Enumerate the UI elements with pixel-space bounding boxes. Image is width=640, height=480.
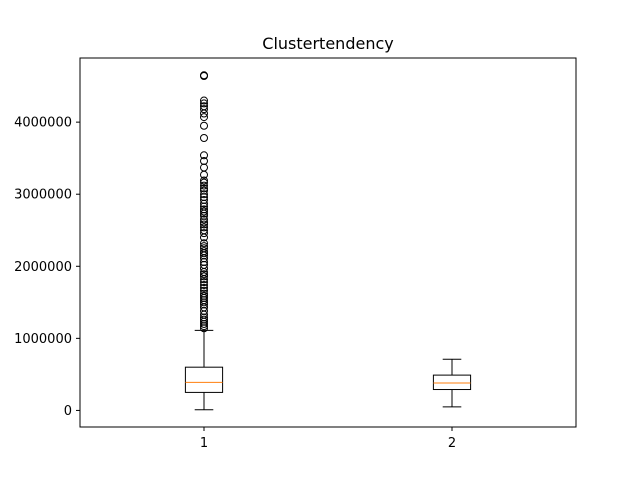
outlier-point (200, 286, 208, 295)
y-axis: 0 1000000 2000000 3000000 4000000 (14, 116, 80, 419)
outlier-point (200, 247, 208, 256)
outlier-point (200, 199, 208, 208)
outlier-point (200, 226, 208, 235)
outlier-point (200, 218, 208, 227)
y-tick-label: 2000000 (14, 260, 72, 275)
outlier-point (200, 184, 208, 193)
outlier-point (200, 151, 208, 160)
outlier-point (200, 215, 208, 224)
box-group-2 (432, 358, 472, 408)
y-tick-label: 3000000 (14, 188, 72, 203)
outlier-point (200, 239, 208, 248)
outlier-point (200, 264, 208, 273)
outlier-point (200, 71, 208, 80)
outlier-point (200, 281, 208, 290)
outlier-point (200, 306, 208, 315)
outlier-point (200, 190, 208, 199)
outlier-point (200, 181, 208, 190)
outlier-point (200, 176, 208, 185)
outlier-point (200, 229, 208, 238)
outlier-point (200, 324, 208, 333)
boxes (184, 71, 472, 411)
outlier-point (200, 211, 208, 220)
outlier-point (200, 270, 208, 279)
outlier-point (200, 121, 208, 130)
outlier-point (200, 105, 208, 114)
outlier-point (200, 102, 208, 111)
outlier-point (200, 298, 208, 307)
outlier-point (200, 257, 208, 266)
outlier-point (200, 296, 208, 305)
outlier-point (200, 205, 208, 214)
outlier-point (200, 96, 208, 105)
y-tick-label: 0 (64, 404, 72, 419)
outlier-point (200, 133, 208, 142)
outlier-point (200, 242, 208, 251)
outlier-point (200, 283, 208, 292)
outlier-point (200, 207, 208, 216)
x-tick-label: 1 (200, 436, 208, 451)
y-tick-label: 1000000 (14, 332, 72, 347)
outlier-point (200, 291, 208, 300)
outlier-point (200, 113, 208, 122)
outlier-point (200, 272, 208, 281)
outlier-point (200, 178, 208, 187)
outlier-point (200, 223, 208, 232)
outlier-point (200, 315, 208, 324)
outlier-point (200, 193, 208, 202)
outlier-point (200, 244, 208, 253)
plot-frame (79, 57, 577, 428)
y-tick-label: 4000000 (14, 116, 72, 131)
iqr-box (184, 366, 224, 393)
outlier-point (200, 220, 208, 229)
outlier-point (200, 202, 208, 211)
outlier-point (200, 99, 208, 108)
outlier-point (200, 260, 208, 269)
chart-title: Clustertendency (262, 34, 393, 53)
outlier-point (200, 278, 208, 287)
outlier-point (200, 195, 208, 204)
box-group-1 (184, 71, 224, 411)
outlier-point (200, 186, 208, 195)
outlier-point (200, 289, 208, 298)
x-tick-label: 2 (448, 436, 456, 451)
outlier-point (200, 322, 208, 331)
outlier-point (200, 313, 208, 322)
outlier-point (200, 157, 208, 166)
iqr-box (432, 374, 472, 391)
outlier-point (200, 300, 208, 309)
outlier-point (200, 163, 208, 172)
outlier-point (200, 319, 208, 328)
